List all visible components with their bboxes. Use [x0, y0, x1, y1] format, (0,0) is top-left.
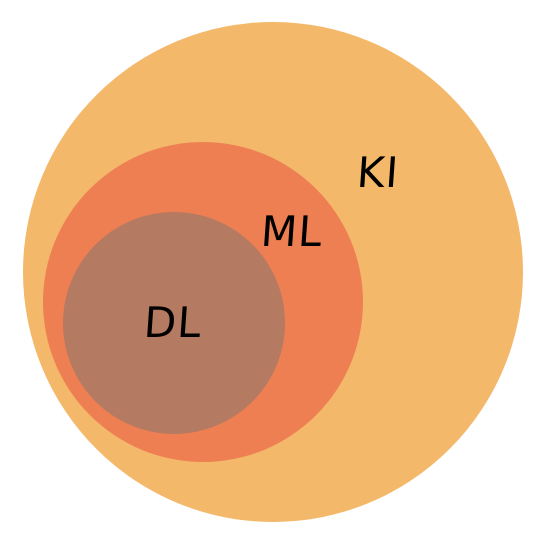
label-ki: KI	[356, 152, 401, 194]
label-ml: ML	[260, 211, 325, 253]
label-dl: DL	[143, 302, 204, 344]
